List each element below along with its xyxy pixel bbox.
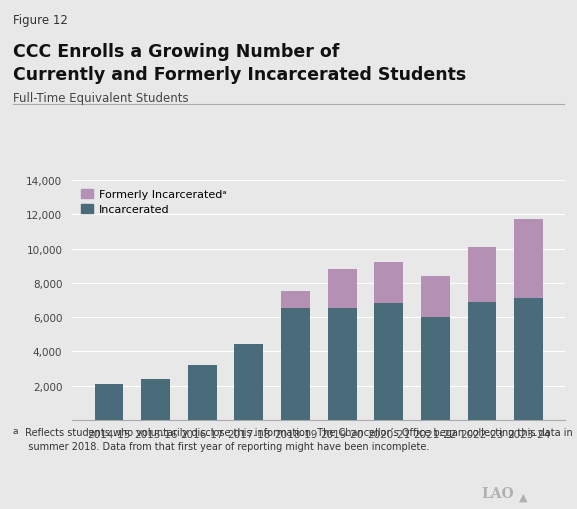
Text: Full-Time Equivalent Students: Full-Time Equivalent Students (13, 92, 188, 104)
Bar (328, 309, 357, 420)
Bar (281, 292, 310, 309)
Text: LAO: LAO (482, 486, 515, 500)
Text: ▲: ▲ (519, 491, 528, 501)
Bar (234, 345, 263, 420)
Bar (514, 299, 543, 420)
Text: Currently and Formerly Incarcerated Students: Currently and Formerly Incarcerated Stud… (13, 66, 466, 84)
Bar (328, 270, 357, 309)
Bar (188, 365, 217, 420)
Bar (514, 220, 543, 299)
Bar (421, 318, 450, 420)
Legend: Formerly Incarceratedᵃ, Incarcerated: Formerly Incarceratedᵃ, Incarcerated (78, 186, 230, 218)
Text: CCC Enrolls a Growing Number of: CCC Enrolls a Growing Number of (13, 43, 339, 61)
Bar (467, 302, 496, 420)
Text: Reflects students who voluntarily disclose this information. The Chancellor’s Of: Reflects students who voluntarily disclo… (22, 428, 573, 451)
Bar (95, 384, 123, 420)
Bar (374, 263, 403, 304)
Bar (467, 247, 496, 302)
Bar (421, 276, 450, 318)
Text: a: a (13, 427, 18, 436)
Text: Figure 12: Figure 12 (13, 14, 68, 27)
Bar (141, 379, 170, 420)
Bar (374, 304, 403, 420)
Bar (281, 309, 310, 420)
